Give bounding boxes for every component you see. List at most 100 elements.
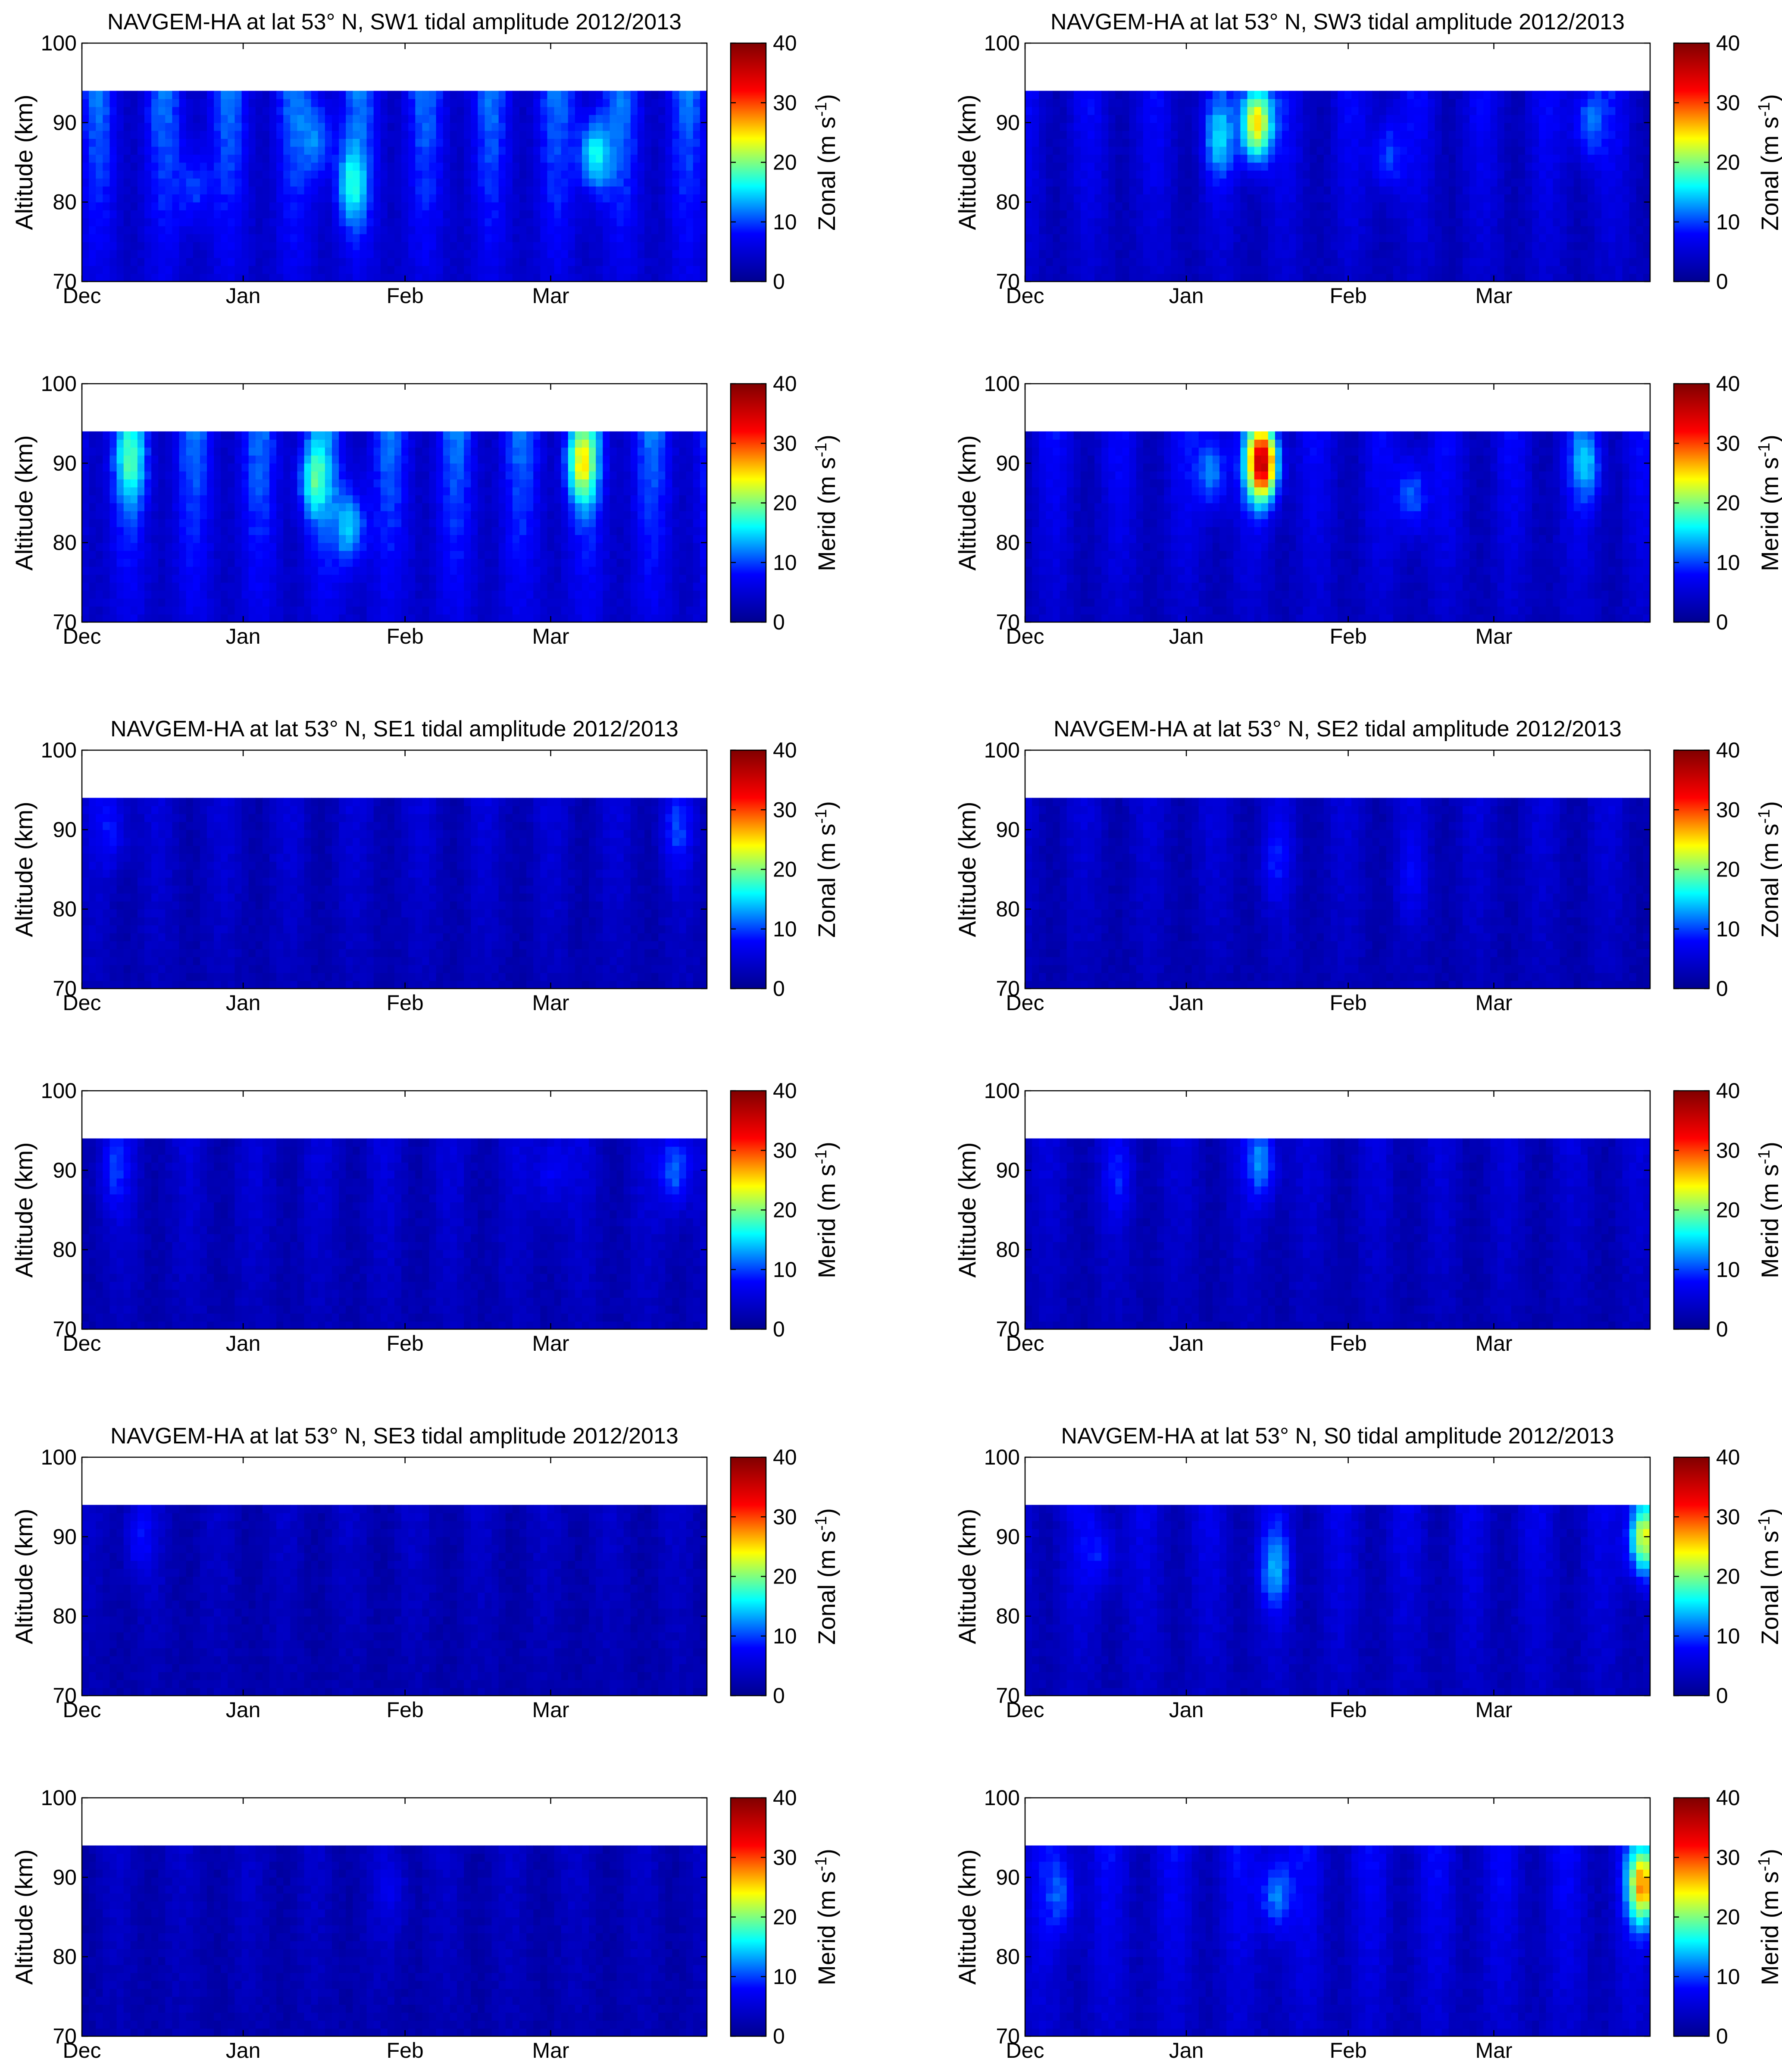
heatmap-cell — [1129, 266, 1137, 274]
colorbar-tick-label: 30 — [773, 91, 797, 115]
heatmap-cell — [1088, 218, 1095, 226]
heatmap-cell — [700, 258, 707, 266]
heatmap-cell — [638, 122, 645, 131]
heatmap-cell — [499, 99, 506, 107]
colorbar-label: Zonal (m s-1) — [812, 94, 840, 231]
heatmap-cell — [693, 154, 700, 163]
heatmap-cell — [429, 99, 437, 107]
heatmap-cell — [304, 122, 312, 131]
heatmap-cell — [526, 170, 534, 178]
heatmap-cell — [186, 115, 194, 123]
heatmap-cell — [1143, 274, 1150, 282]
heatmap-cell — [1171, 258, 1178, 266]
heatmap-cell — [686, 258, 694, 266]
heatmap-cell — [1275, 106, 1282, 115]
heatmap-cell — [679, 178, 687, 186]
heatmap-cell — [610, 266, 617, 274]
heatmap-cell — [540, 250, 547, 258]
heatmap-cell — [1240, 210, 1247, 218]
heatmap-cell — [151, 91, 159, 99]
heatmap-cell — [519, 202, 527, 210]
heatmap-cell — [686, 163, 694, 171]
heatmap-cell — [165, 226, 172, 234]
heatmap-cell — [554, 170, 562, 178]
heatmap-cell — [1171, 147, 1178, 155]
heatmap-cell — [256, 91, 263, 99]
heatmap-cell — [172, 194, 179, 202]
heatmap-cell — [631, 122, 638, 131]
heatmap-cell — [575, 266, 582, 274]
heatmap-cell — [131, 178, 138, 186]
heatmap-cell — [1032, 194, 1039, 202]
heatmap-cell — [429, 194, 437, 202]
heatmap-cell — [554, 274, 562, 282]
heatmap-cell — [1233, 186, 1241, 194]
heatmap-cell — [124, 210, 131, 218]
heatmap-cell — [526, 210, 534, 218]
heatmap-cell — [1074, 99, 1081, 107]
heatmap-cell — [651, 274, 659, 282]
heatmap-cell — [401, 115, 409, 123]
heatmap-cell — [443, 106, 450, 115]
heatmap-cell — [346, 242, 353, 250]
heatmap-cell — [318, 131, 325, 139]
heatmap-cell — [443, 154, 450, 163]
heatmap-cell — [679, 131, 687, 139]
heatmap-cell — [200, 202, 207, 210]
heatmap-cell — [1303, 210, 1310, 218]
heatmap-cell — [221, 218, 228, 226]
heatmap-cell — [603, 266, 610, 274]
heatmap-cell — [658, 210, 666, 218]
heatmap-cell — [672, 218, 679, 226]
heatmap-cell — [249, 258, 256, 266]
heatmap-cell — [1213, 131, 1220, 139]
heatmap-cell — [631, 147, 638, 155]
heatmap-cell — [686, 147, 694, 155]
heatmap-cell — [1268, 194, 1276, 202]
heatmap-cell — [138, 147, 145, 155]
heatmap-cell — [499, 202, 506, 210]
heatmap-cell — [394, 266, 402, 274]
heatmap-cell — [207, 170, 214, 178]
heatmap-cell — [388, 186, 395, 194]
heatmap-cell — [638, 115, 645, 123]
heatmap-cell — [1108, 250, 1116, 258]
heatmap-cell — [1303, 131, 1310, 139]
heatmap-cell — [367, 115, 374, 123]
heatmap-cell — [1310, 266, 1317, 274]
heatmap-cell — [207, 218, 214, 226]
heatmap-cell — [1025, 170, 1032, 178]
heatmap-cell — [131, 250, 138, 258]
heatmap-cell — [499, 91, 506, 99]
heatmap-cell — [450, 170, 457, 178]
heatmap-cell — [1115, 138, 1122, 147]
heatmap-cell — [513, 138, 520, 147]
heatmap-cell — [665, 218, 672, 226]
heatmap-cell — [151, 163, 159, 171]
heatmap-cell — [568, 178, 575, 186]
heatmap-cell — [1233, 202, 1241, 210]
heatmap-cell — [263, 163, 270, 171]
heatmap-cell — [1108, 99, 1116, 107]
heatmap-cell — [436, 178, 444, 186]
heatmap-cell — [1136, 178, 1144, 186]
heatmap-cell — [457, 122, 464, 131]
heatmap-cell — [1233, 226, 1241, 234]
heatmap-cell — [346, 250, 353, 258]
heatmap-cell — [610, 91, 617, 99]
heatmap-cell — [1268, 250, 1276, 258]
heatmap-cell — [207, 186, 214, 194]
heatmap-cell — [624, 250, 631, 258]
heatmap-cell — [1171, 218, 1178, 226]
heatmap-cell — [1088, 258, 1095, 266]
heatmap-cell — [582, 210, 589, 218]
heatmap-cell — [165, 163, 172, 171]
heatmap-cell — [1074, 131, 1081, 139]
heatmap-cell — [1032, 186, 1039, 194]
heatmap-cell — [103, 131, 110, 139]
heatmap-cell — [158, 218, 166, 226]
heatmap-cell — [172, 178, 179, 186]
heatmap-cell — [1101, 115, 1109, 123]
heatmap-cell — [249, 138, 256, 147]
heatmap-cell — [228, 226, 235, 234]
